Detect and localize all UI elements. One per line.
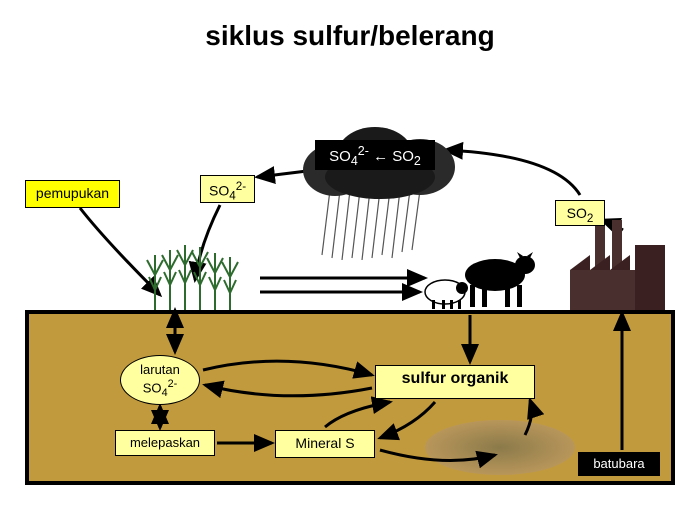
so4-top-label: SO42- <box>200 175 255 203</box>
plants-icon <box>145 235 245 310</box>
cloud-formula-label: SO42- ← SO2 <box>315 140 435 170</box>
sulfur-organik-label: sulfur organik <box>375 365 535 399</box>
batubara-label: batubara <box>578 452 660 476</box>
so2-right-label: SO2 <box>555 200 605 226</box>
arrow-so2-to-cloud <box>445 150 580 195</box>
melepaskan-label: melepaskan <box>115 430 215 456</box>
diagram-title: siklus sulfur/belerang <box>0 20 700 52</box>
animals-icon <box>420 250 535 310</box>
mineral-s-label: Mineral S <box>275 430 375 458</box>
larutan-label: larutan SO42- <box>120 355 200 405</box>
diagram-canvas: SO42- ← SO2 <box>25 80 675 510</box>
factory-icon <box>570 215 680 310</box>
rain-icon <box>320 190 425 260</box>
pemupukan-label: pemupukan <box>25 180 120 208</box>
coal-pile-icon <box>425 420 575 475</box>
